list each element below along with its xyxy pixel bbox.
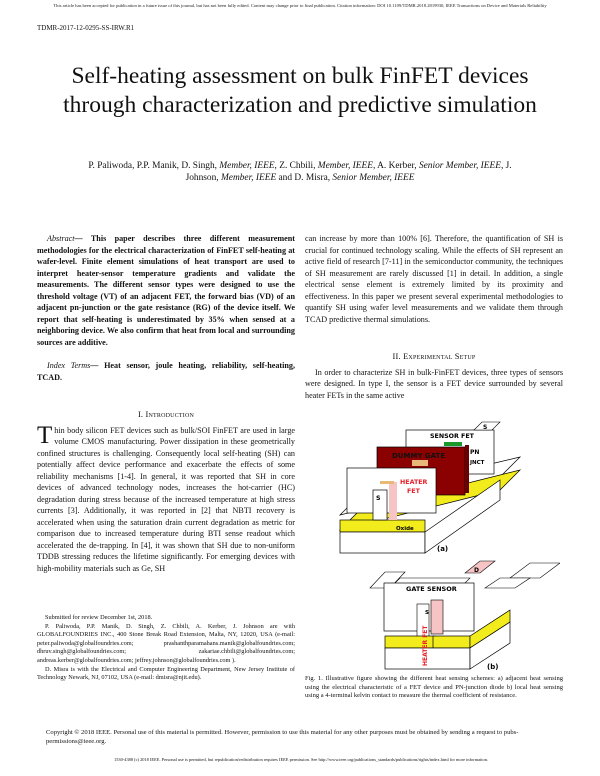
copyright-notice: Copyright © 2018 IEEE. Personal use of t…: [46, 729, 519, 745]
bottom-notice: 1530-4388 (c) 2018 IEEE. Personal use is…: [114, 757, 488, 762]
author: P. Paliwoda, P.P. Manik, D. Singh,: [88, 161, 220, 171]
fig-a-dummy-gate-label: DUMMY GATE: [392, 452, 445, 460]
figure-1a: S SENSOR FET PN JNCT DUMMY GATE HEATER F…: [338, 421, 522, 554]
fig-a-fet-label: FET: [407, 488, 421, 495]
footnote: Submitted for review December 1st, 2018.: [45, 614, 153, 621]
membership: Senior Member, IEEE: [418, 161, 501, 171]
fig-b-panel-label: (b): [487, 663, 498, 671]
fig-b-heater-fet-label: HEATER FET: [422, 625, 429, 666]
fig-b-d-label: D: [474, 567, 479, 574]
right-column: can increase by more than 100% [6]. Ther…: [305, 233, 563, 401]
figure-caption: Fig. 1. Illustrative figure showing the …: [305, 675, 563, 700]
fig-a-oxide-label: Oxide: [396, 526, 414, 532]
introduction-text: hin body silicon FET devices such as bul…: [37, 425, 295, 573]
fig-a-s-top-label: S: [483, 424, 487, 431]
intro-continued: can increase by more than 100% [6]. Ther…: [305, 234, 563, 324]
abstract-text: — This paper describes three different m…: [37, 234, 295, 347]
fig-a-panel-label: (a): [437, 545, 448, 553]
author: and D. Misra,: [276, 173, 333, 183]
figure-1b: GATE SENSOR D S HEATER FET (b): [369, 560, 560, 671]
section-heading-introduction: I. Introduction: [137, 410, 195, 419]
footnote: P. Paliwoda, P.P. Manik, D. Singh, Z. Ch…: [37, 622, 295, 664]
author: , Z. Chbili,: [274, 161, 318, 171]
fig-b-gate-sensor-label: GATE SENSOR: [406, 585, 457, 593]
index-terms-text: — Heat sensor, joule heating, reliabilit…: [37, 361, 295, 382]
experimental-setup-paragraph: In order to characterize SH in bulk-FinF…: [305, 367, 563, 400]
figure-1: S SENSOR FET PN JNCT DUMMY GATE HEATER F…: [338, 421, 560, 671]
fig-a-sensor-fet-label: SENSOR FET: [430, 433, 475, 440]
publication-notice: This article has been accepted for publi…: [53, 3, 547, 8]
fig-a-s-label: S: [376, 495, 381, 502]
membership: Member, IEEE: [219, 161, 275, 171]
author-list: P. Paliwoda, P.P. Manik, D. Singh, Membe…: [80, 160, 520, 184]
left-column: Abstract— This paper describes three dif…: [37, 233, 295, 574]
footnote: D. Misra is with the Electrical and Comp…: [37, 665, 295, 682]
fig-b-s-label: S: [425, 610, 429, 616]
index-terms: Index Terms— Heat sensor, joule heating,…: [37, 360, 295, 383]
fig-a-jnct-label: JNCT: [469, 460, 485, 466]
membership: Member, IEEE,: [317, 161, 376, 171]
membership: Member, IEEE: [220, 173, 277, 183]
abstract-label: Abstract: [47, 234, 75, 243]
section-heading-experimental-setup: II. Experimental Setup: [392, 352, 476, 361]
footnotes: Submitted for review December 1st, 2018.…: [37, 614, 295, 683]
paper-title: Self-heating assessment on bulk FinFET d…: [63, 63, 537, 118]
author: , J. Johnson,: [185, 161, 512, 183]
abstract: Abstract— This paper describes three dif…: [37, 233, 295, 348]
author: A. Kerber,: [375, 161, 419, 171]
drop-cap: T: [37, 421, 53, 449]
index-terms-label: Index Terms: [47, 361, 91, 370]
fig-a-pn-label: PN: [470, 449, 479, 456]
fig-a-heater-label: HEATER: [400, 479, 428, 486]
running-header: TDMR-2017-12-0295-SS-IRW.R1: [37, 24, 135, 32]
membership: Senior Member, IEEE: [332, 173, 415, 183]
